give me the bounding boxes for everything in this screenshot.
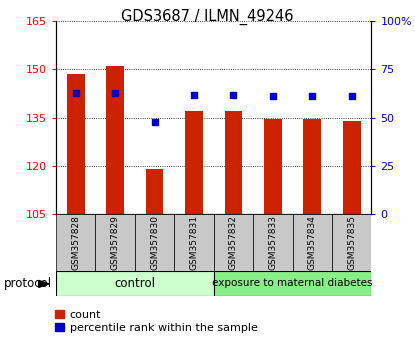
Point [73,90,79,96]
Point [112,90,119,96]
Bar [264,119,282,214]
Text: protocol: protocol [4,278,52,290]
Legend: count, percentile rank within the sample: count, percentile rank within the sample [55,310,258,333]
Point [349,94,355,99]
Bar [185,111,203,214]
Text: GSM357831: GSM357831 [190,215,198,270]
Bar [293,214,332,271]
Point [190,92,198,97]
Point [309,94,315,99]
Text: control: control [115,277,155,290]
Bar [214,271,371,296]
Bar [253,214,293,271]
Bar [95,214,135,271]
Bar [67,74,85,214]
Text: GSM357834: GSM357834 [308,215,317,270]
Bar [225,111,242,214]
Text: GSM357829: GSM357829 [111,215,120,270]
Text: GDS3687 / ILMN_49246: GDS3687 / ILMN_49246 [121,9,294,25]
Bar [174,214,214,271]
Text: GSM357835: GSM357835 [347,215,356,270]
Point [270,94,276,99]
Bar [135,214,174,271]
Bar [303,119,321,214]
Text: GSM357833: GSM357833 [269,215,277,270]
Point [151,119,158,124]
Bar [56,214,95,271]
Text: exposure to maternal diabetes: exposure to maternal diabetes [212,278,373,288]
Bar [343,121,361,214]
Bar [332,214,371,271]
Polygon shape [39,280,49,287]
Bar [214,214,253,271]
Bar [56,271,214,296]
Text: GSM357828: GSM357828 [71,215,80,270]
Bar [146,169,164,214]
Point [230,92,237,97]
Text: GSM357830: GSM357830 [150,215,159,270]
Text: GSM357832: GSM357832 [229,215,238,270]
Bar [106,66,124,214]
